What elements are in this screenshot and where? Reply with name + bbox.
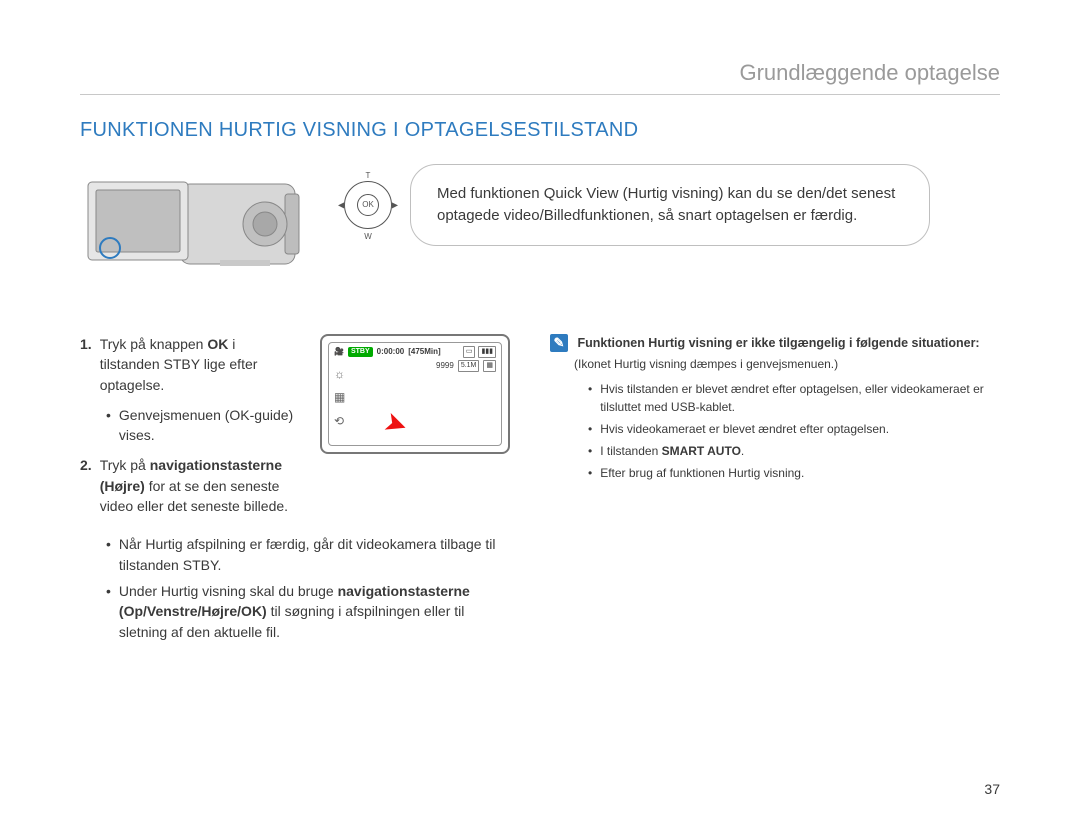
note-icon: ✎: [550, 334, 568, 352]
header-rule: [80, 94, 1000, 95]
step-1-number: 1.: [80, 334, 92, 395]
video-mode-icon: 🎥: [334, 346, 344, 358]
note-b3-b: .: [741, 444, 744, 458]
hero-row: T ◀ OK ▶ W Med funktionen Quick View (Hu…: [80, 164, 1000, 294]
lcd-screenshot: 🎥 STBY 0:00:00 [475Min] ▭ ▮▮▮ 9999 5.1M …: [320, 334, 510, 454]
note-block: ✎ Funktionen Hurtig visning er ikke tilg…: [550, 334, 1000, 482]
bullet-dot: •: [106, 581, 111, 642]
jog-bottom-label: W: [364, 232, 372, 241]
page-number: 37: [984, 781, 1000, 797]
note-bullet-4: • Efter brug af funktionen Hurtig visning…: [588, 464, 1000, 482]
lcd-icon-3: ⟲: [334, 413, 345, 430]
step-1-sub-text: Genvejsmenuen (OK-guide) vises.: [119, 405, 296, 446]
step-1-text: Tryk på knappen OK i tilstanden STBY lig…: [100, 334, 296, 395]
step-1-sub: • Genvejsmenuen (OK-guide) vises.: [106, 405, 296, 446]
lcd-icon-column: ☼ ▦ ⟲: [334, 366, 345, 430]
note-b2-text: Hvis videokameraet er blevet ændret efte…: [600, 420, 889, 438]
bullet-dot: •: [588, 380, 592, 416]
note-b1-text: Hvis tilstanden er blevet ændret efter o…: [600, 380, 1000, 416]
stby-badge: STBY: [348, 347, 373, 357]
lcd-icon-2: ▦: [334, 389, 345, 406]
bullet-dot: •: [588, 464, 592, 482]
jog-ok-button: OK: [357, 194, 379, 216]
note-bullet-3: • I tilstanden SMART AUTO.: [588, 442, 1000, 460]
hero-right: T ◀ OK ▶ W Med funktionen Quick View (Hu…: [340, 164, 930, 246]
step-2-text: Tryk på navigationstasterne (Højre) for …: [100, 455, 296, 516]
step-2-sub2-a: Under Hurtig visning skal du bruge: [119, 583, 338, 599]
note-bullet-2: • Hvis videokameraet er blevet ændret eft…: [588, 420, 1000, 438]
section-header: Grundlæggende optagelse: [80, 60, 1000, 86]
note-b4-text: Efter brug af funktionen Hurtig visning.: [600, 464, 804, 482]
step-2-text-a: Tryk på: [100, 457, 150, 473]
content-columns: 1. Tryk på knappen OK i tilstanden STBY …: [80, 334, 1000, 648]
step-1-ok: OK: [207, 336, 228, 352]
note-subtext: (Ikonet Hurtig visning dæmpes i genvejsm…: [574, 355, 1000, 374]
lcd-top-left: 🎥 STBY 0:00:00 [475Min]: [334, 346, 441, 358]
jog-right-glyph: ▶: [392, 200, 398, 209]
left-column: 1. Tryk på knappen OK i tilstanden STBY …: [80, 334, 510, 648]
right-column: ✎ Funktionen Hurtig visning er ikke tilg…: [550, 334, 1000, 648]
note-bullet-1: •Hvis tilstanden er blevet ændret efter …: [588, 380, 1000, 416]
lcd-top-right: ▭ ▮▮▮: [463, 346, 496, 358]
bullet-dot: •: [588, 442, 592, 460]
step-2-sub2: • Under Hurtig visning skal du bruge nav…: [106, 581, 510, 642]
jog-dial-diagram: T ◀ OK ▶ W: [340, 175, 396, 235]
step-1: 1. Tryk på knappen OK i tilstanden STBY …: [80, 334, 296, 395]
camcorder-svg: [80, 164, 310, 294]
lcd-count: 9999: [436, 360, 454, 372]
note-b3-text: I tilstanden SMART AUTO.: [600, 442, 744, 460]
page-title: FUNKTIONEN HURTIG VISNING I OPTAGELSESTI…: [80, 119, 1000, 142]
step-2-sub1: • Når Hurtig afspilning er færdig, går d…: [106, 534, 510, 575]
manual-page: Grundlæggende optagelse FUNKTIONEN HURTI…: [0, 0, 1080, 827]
bullet-dot: •: [588, 420, 592, 438]
note-bullets: •Hvis tilstanden er blevet ændret efter …: [588, 380, 1000, 482]
battery-icon: ▮▮▮: [478, 346, 496, 358]
step-2-number: 2.: [80, 455, 92, 516]
card-icon: ▭: [463, 346, 476, 358]
step-1-text-a: Tryk på knappen: [100, 336, 208, 352]
bullet-dot: •: [106, 405, 111, 446]
jog-top-label: T: [366, 171, 371, 180]
hero-description-box: Med funktionen Quick View (Hurtig visnin…: [410, 164, 930, 246]
bullet-dot: •: [106, 534, 111, 575]
note-b3-a: I tilstanden: [600, 444, 661, 458]
lcd-remain: [475Min]: [408, 346, 440, 358]
lcd-row2: 9999 5.1M ▦: [436, 360, 496, 372]
step-2-sub2-text: Under Hurtig visning skal du bruge navig…: [119, 581, 510, 642]
step-2: 2. Tryk på navigationstasterne (Højre) f…: [80, 455, 296, 516]
lcd-time: 0:00:00: [377, 346, 405, 358]
jog-outer-ring: OK: [344, 181, 392, 229]
note-b3-bold: SMART AUTO: [662, 444, 741, 458]
mp-badge: 5.1M: [458, 360, 480, 372]
step-2-sub1-text: Når Hurtig afspilning er færdig, går dit…: [119, 534, 510, 575]
note-heading: Funktionen Hurtig visning er ikke tilgæn…: [577, 336, 979, 350]
camcorder-illustration: [80, 164, 310, 294]
lcd-icon-1: ☼: [334, 366, 345, 383]
res-icon: ▦: [483, 360, 496, 372]
